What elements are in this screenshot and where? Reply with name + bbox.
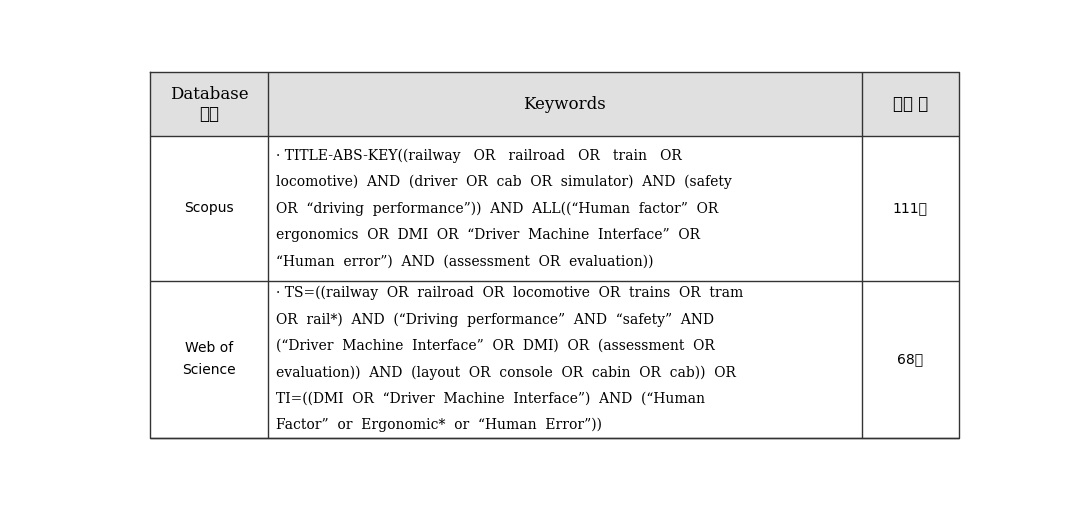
Text: 68개: 68개	[897, 352, 923, 366]
Text: 논문 수: 논문 수	[893, 95, 928, 113]
Text: 111개: 111개	[893, 201, 927, 216]
Text: TI=((DMI  OR  “Driver  Machine  Interface”)  AND  (“Human: TI=((DMI OR “Driver Machine Interface”) …	[276, 392, 705, 406]
Text: Keywords: Keywords	[524, 96, 606, 113]
Text: · TS=((railway  OR  railroad  OR  locomotive  OR  trains  OR  tram: · TS=((railway OR railroad OR locomotive…	[276, 286, 743, 300]
Text: Scopus: Scopus	[184, 201, 234, 216]
Text: Factor”  or  Ergonomic*  or  “Human  Error”)): Factor” or Ergonomic* or “Human Error”))	[276, 418, 602, 432]
Text: OR  rail*)  AND  (“Driving  performance”  AND  “safety”  AND: OR rail*) AND (“Driving performance” AND…	[276, 312, 714, 327]
Text: Database: Database	[170, 86, 248, 103]
Text: locomotive)  AND  (driver  OR  cab  OR  simulator)  AND  (safety: locomotive) AND (driver OR cab OR simula…	[276, 175, 731, 189]
Text: 종류: 종류	[199, 105, 219, 123]
Text: “Human  error”)  AND  (assessment  OR  evaluation)): “Human error”) AND (assessment OR evalua…	[276, 255, 654, 268]
Text: · TITLE-ABS-KEY((railway   OR   railroad   OR   train   OR: · TITLE-ABS-KEY((railway OR railroad OR …	[276, 148, 682, 163]
Text: OR  “driving  performance”))  AND  ALL((“Human  factor”  OR: OR “driving performance”)) AND ALL((“Hum…	[276, 201, 718, 216]
Text: (“Driver  Machine  Interface”  OR  DMI)  OR  (assessment  OR: (“Driver Machine Interface” OR DMI) OR (…	[276, 339, 715, 353]
Text: ergonomics  OR  DMI  OR  “Driver  Machine  Interface”  OR: ergonomics OR DMI OR “Driver Machine Int…	[276, 228, 700, 242]
Text: evaluation))  AND  (layout  OR  console  OR  cabin  OR  cab))  OR: evaluation)) AND (layout OR console OR c…	[276, 365, 736, 380]
Text: Web of
Science: Web of Science	[182, 341, 236, 377]
